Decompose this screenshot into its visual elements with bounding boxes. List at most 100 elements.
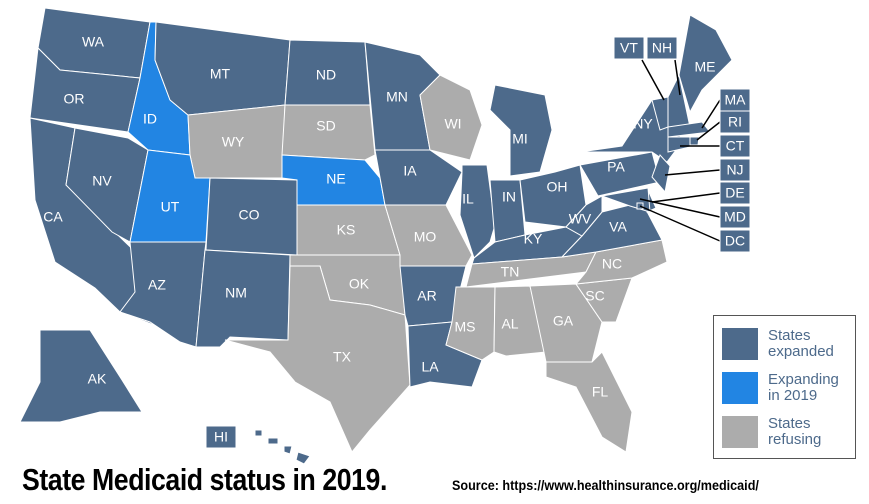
state-label: NH: [652, 40, 672, 56]
state-label: HI: [214, 429, 228, 445]
state-label: OR: [64, 91, 85, 107]
state: [419, 74, 483, 161]
state-label: MD: [724, 209, 746, 225]
state-label: NV: [92, 173, 112, 189]
state: [689, 136, 700, 146]
legend: States expanded Expanding in 2019 States r…: [713, 315, 856, 459]
label-box: [719, 158, 751, 182]
leader-line: [701, 99, 721, 129]
legend-swatch: [722, 328, 758, 360]
leader-line: [639, 198, 721, 218]
label-box: [719, 205, 751, 229]
state-label: GA: [553, 313, 574, 329]
legend-swatch: [722, 416, 758, 448]
state-label: MS: [455, 319, 476, 335]
state-label: AZ: [148, 277, 166, 293]
title: State Medicaid status in 2019.: [22, 462, 387, 497]
legend-item: Expanding in 2019: [722, 366, 847, 410]
state-label: OH: [547, 179, 568, 195]
state-label: NM: [225, 285, 247, 301]
label-box: [613, 36, 645, 60]
leader-line: [639, 205, 721, 242]
legend-label: States expanded: [768, 327, 834, 360]
state-label: ND: [316, 67, 336, 83]
label-box: [719, 181, 751, 205]
state-label: MI: [512, 131, 528, 147]
legend-item: States refusing: [722, 410, 847, 454]
state-label: WA: [82, 34, 105, 50]
state: [19, 329, 143, 423]
state: [254, 429, 263, 437]
state-label: IL: [462, 191, 474, 207]
legend-label: Expanding in 2019: [768, 371, 839, 404]
state: [489, 84, 553, 177]
state: [295, 451, 311, 465]
state-label: ME: [695, 59, 716, 75]
state-label: MN: [386, 89, 408, 105]
state-label: KS: [337, 222, 356, 238]
state-label: CO: [239, 207, 260, 223]
state-label: NC: [602, 256, 622, 272]
state: [529, 283, 603, 363]
state-label: NJ: [726, 162, 743, 178]
state-label: UT: [161, 199, 180, 215]
state: [565, 195, 603, 237]
state-label: FL: [592, 384, 609, 400]
leader-line: [664, 169, 721, 176]
state: [224, 265, 411, 453]
leader-line: [674, 59, 681, 96]
state-label: NY: [633, 116, 653, 132]
state-label: NE: [326, 171, 345, 187]
state-label: ID: [143, 111, 157, 127]
state-label: AK: [88, 371, 107, 387]
state: [545, 351, 633, 453]
legend-item: States expanded: [722, 322, 847, 366]
state: [119, 241, 207, 348]
label-box: [719, 229, 751, 253]
legend-swatch: [722, 372, 758, 404]
state: [667, 136, 691, 153]
source: Source: https://www.healthinsurance.org/…: [452, 477, 759, 493]
state: [459, 164, 496, 259]
leader-line: [696, 121, 721, 141]
state-label: TN: [501, 264, 520, 280]
state: [283, 445, 293, 455]
state: [651, 154, 671, 194]
state-label: IN: [502, 189, 516, 205]
state: [678, 14, 733, 114]
state-label: OK: [349, 276, 370, 292]
state-label: PA: [607, 159, 625, 175]
state-label: CA: [43, 209, 63, 225]
state: [187, 104, 286, 179]
state-label: AL: [501, 316, 518, 332]
state-label: CT: [726, 138, 745, 154]
state-label: MA: [725, 92, 747, 108]
state-label: AR: [417, 288, 436, 304]
state-label: IA: [403, 163, 417, 179]
state-label: WI: [444, 116, 461, 132]
label-box: [205, 425, 237, 449]
state-label: DC: [725, 233, 745, 249]
leader-line: [651, 192, 721, 203]
state-label: WV: [569, 211, 592, 227]
state: [267, 437, 279, 445]
state-label: DE: [725, 185, 744, 201]
state-label: VT: [620, 40, 638, 56]
state-label: LA: [421, 359, 439, 375]
state-label: RI: [728, 114, 742, 130]
states: [19, 7, 733, 465]
state: [374, 149, 463, 206]
leader-line: [641, 59, 665, 101]
state-label: MT: [210, 66, 231, 82]
state-label: SC: [585, 288, 604, 304]
state-label: WY: [222, 134, 245, 150]
state: [493, 285, 547, 357]
legend-label: States refusing: [768, 415, 822, 448]
state-label: SD: [316, 118, 335, 134]
state-label: TX: [333, 349, 352, 365]
label-box: [719, 110, 751, 134]
state-label: MO: [414, 229, 437, 245]
state-label: VA: [609, 219, 627, 235]
